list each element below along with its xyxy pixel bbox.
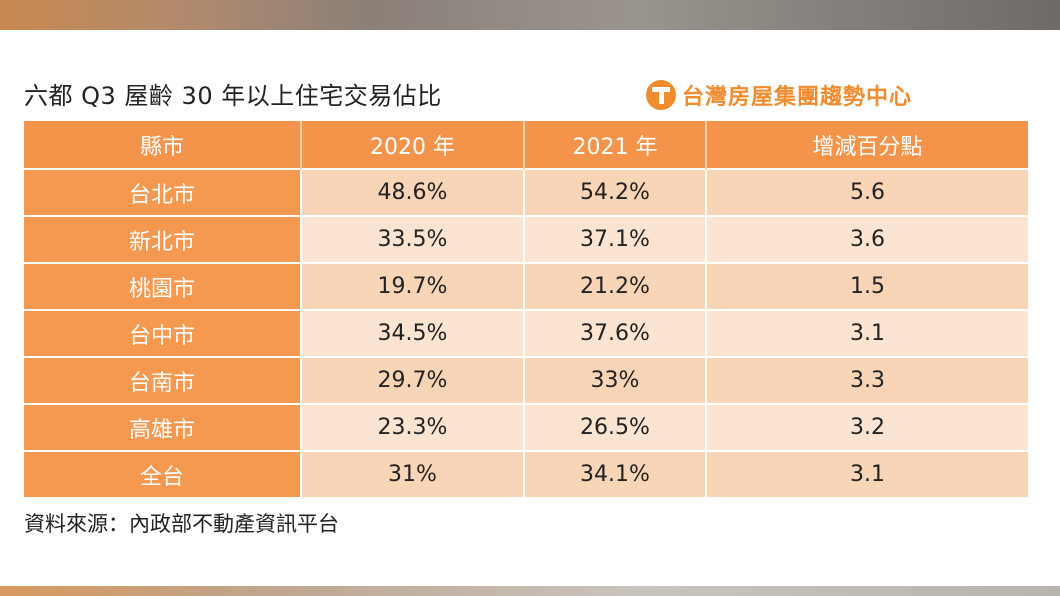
top-image-strip bbox=[0, 0, 1060, 30]
table-title: 六都 Q3 屋齡 30 年以上住宅交易佔比 bbox=[24, 82, 442, 110]
change-cell: 3.1 bbox=[706, 309, 1028, 357]
table-header-row: 縣市 2020 年 2021 年 增減百分點 bbox=[24, 121, 1028, 169]
city-cell: 新北市 bbox=[24, 215, 302, 263]
value-2020-cell: 48.6% bbox=[301, 168, 525, 216]
header-2020: 2020 年 bbox=[301, 121, 525, 169]
source-note: 資料來源：內政部不動產資訊平台 bbox=[24, 512, 339, 536]
value-2020-cell: 19.7% bbox=[301, 262, 525, 310]
table-row: 新北市 33.5% 37.1% 3.6 bbox=[24, 215, 1028, 263]
brand-logo-text: 台灣房屋集團趨勢中心 bbox=[682, 85, 913, 110]
value-2021-cell: 26.5% bbox=[524, 403, 707, 451]
change-cell: 3.6 bbox=[706, 215, 1028, 263]
change-cell: 3.1 bbox=[706, 450, 1028, 497]
value-2021-cell: 34.1% bbox=[524, 450, 707, 497]
value-2021-cell: 37.1% bbox=[524, 215, 707, 263]
value-2020-cell: 34.5% bbox=[301, 309, 525, 357]
table-row: 台南市 29.7% 33% 3.3 bbox=[24, 356, 1028, 404]
table-row: 全台 31% 34.1% 3.1 bbox=[24, 450, 1028, 497]
table-row: 台中市 34.5% 37.6% 3.1 bbox=[24, 309, 1028, 357]
header-2021: 2021 年 bbox=[524, 121, 707, 169]
bottom-image-strip bbox=[0, 586, 1060, 596]
data-table: 縣市 2020 年 2021 年 增減百分點 台北市 48.6% 54.2% 5… bbox=[24, 121, 1028, 497]
change-cell: 1.5 bbox=[706, 262, 1028, 310]
value-2021-cell: 21.2% bbox=[524, 262, 707, 310]
change-cell: 3.3 bbox=[706, 356, 1028, 404]
value-2020-cell: 29.7% bbox=[301, 356, 525, 404]
change-cell: 3.2 bbox=[706, 403, 1028, 451]
table-row: 桃園市 19.7% 21.2% 1.5 bbox=[24, 262, 1028, 310]
brand-logo: 台灣房屋集團趨勢中心 bbox=[646, 78, 912, 112]
value-2020-cell: 33.5% bbox=[301, 215, 525, 263]
value-2020-cell: 31% bbox=[301, 450, 525, 497]
city-cell: 全台 bbox=[24, 450, 302, 497]
city-cell: 台北市 bbox=[24, 168, 302, 216]
header-city: 縣市 bbox=[24, 121, 302, 169]
table-row: 台北市 48.6% 54.2% 5.6 bbox=[24, 168, 1028, 216]
city-cell: 台南市 bbox=[24, 356, 302, 404]
header-change: 增減百分點 bbox=[706, 121, 1028, 169]
value-2021-cell: 37.6% bbox=[524, 309, 707, 357]
change-cell: 5.6 bbox=[706, 168, 1028, 216]
value-2021-cell: 54.2% bbox=[524, 168, 707, 216]
city-cell: 桃園市 bbox=[24, 262, 302, 310]
table-row: 高雄市 23.3% 26.5% 3.2 bbox=[24, 403, 1028, 451]
value-2021-cell: 33% bbox=[524, 356, 707, 404]
brand-logo-icon bbox=[646, 80, 676, 110]
city-cell: 高雄市 bbox=[24, 403, 302, 451]
value-2020-cell: 23.3% bbox=[301, 403, 525, 451]
city-cell: 台中市 bbox=[24, 309, 302, 357]
